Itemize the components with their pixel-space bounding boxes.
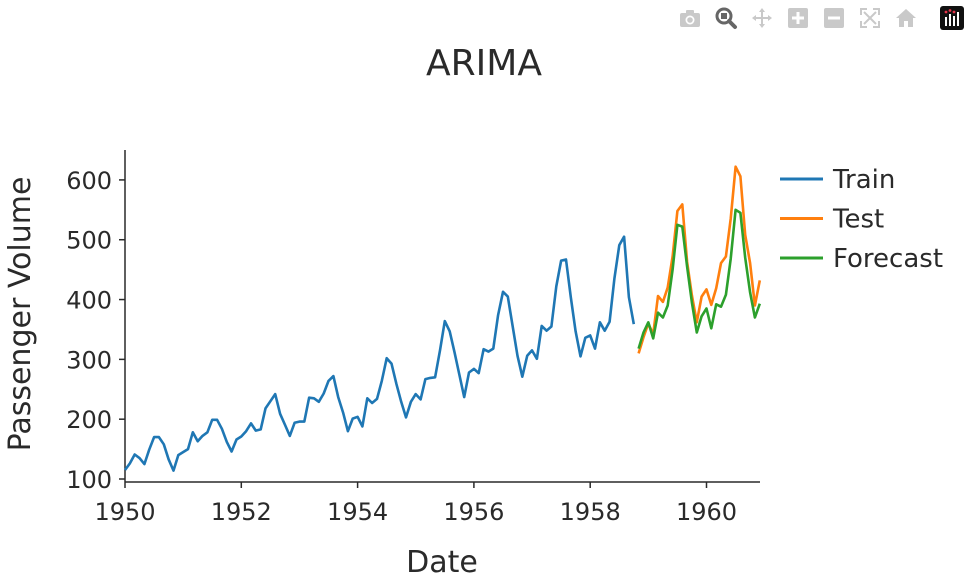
home-icon <box>896 9 916 27</box>
zoom-icon <box>715 7 737 29</box>
chart-title: ARIMA <box>426 43 542 84</box>
x-tick-label: 1958 <box>560 498 621 526</box>
legend-label: Train <box>832 165 895 195</box>
y-tick-label: 300 <box>66 346 112 374</box>
series-line-test <box>637 165 762 354</box>
pan-icon <box>752 8 772 28</box>
x-tick-label: 1956 <box>443 498 504 526</box>
zoom-in-icon <box>788 8 808 28</box>
series-line-train <box>123 235 636 472</box>
legend-item-train[interactable]: Train <box>780 165 895 195</box>
series-layer <box>123 165 762 472</box>
x-tick-label: 1954 <box>327 498 388 526</box>
zoom-out-button[interactable] <box>822 6 846 30</box>
autoscale-button[interactable] <box>858 6 882 30</box>
home-button[interactable] <box>894 6 918 30</box>
y-tick-label: 200 <box>66 406 112 434</box>
legend-item-test[interactable]: Test <box>780 205 884 235</box>
legend[interactable]: Train Test Forecast <box>780 165 943 274</box>
x-axis-label: Date <box>406 545 478 579</box>
plotly-logo-button[interactable] <box>940 6 964 30</box>
y-axis-label: Passenger Volume <box>3 177 38 452</box>
x-tick-label: 1950 <box>94 498 155 526</box>
x-tick-label: 1952 <box>211 498 272 526</box>
legend-label: Forecast <box>833 244 943 274</box>
series-line-forecast <box>637 208 762 349</box>
camera-icon <box>680 10 700 27</box>
zoom-out-icon <box>824 8 844 28</box>
axes: 1950 1952 1954 1956 1958 1960 100 200 300 400 500 6… <box>66 150 760 526</box>
pan-button[interactable] <box>750 6 774 30</box>
y-tick-label: 400 <box>66 287 112 315</box>
legend-label: Test <box>832 205 884 235</box>
y-tick-label: 500 <box>66 227 112 255</box>
zoom-in-button[interactable] <box>786 6 810 30</box>
y-tick-label: 100 <box>66 466 112 494</box>
camera-button[interactable] <box>678 6 702 30</box>
plotly-logo-icon <box>940 6 964 30</box>
autoscale-icon <box>860 8 880 28</box>
x-tick-label: 1960 <box>676 498 737 526</box>
legend-item-forecast[interactable]: Forecast <box>780 244 943 274</box>
y-tick-label: 600 <box>66 167 112 195</box>
zoom-button[interactable] <box>714 6 738 30</box>
modebar <box>666 6 964 30</box>
